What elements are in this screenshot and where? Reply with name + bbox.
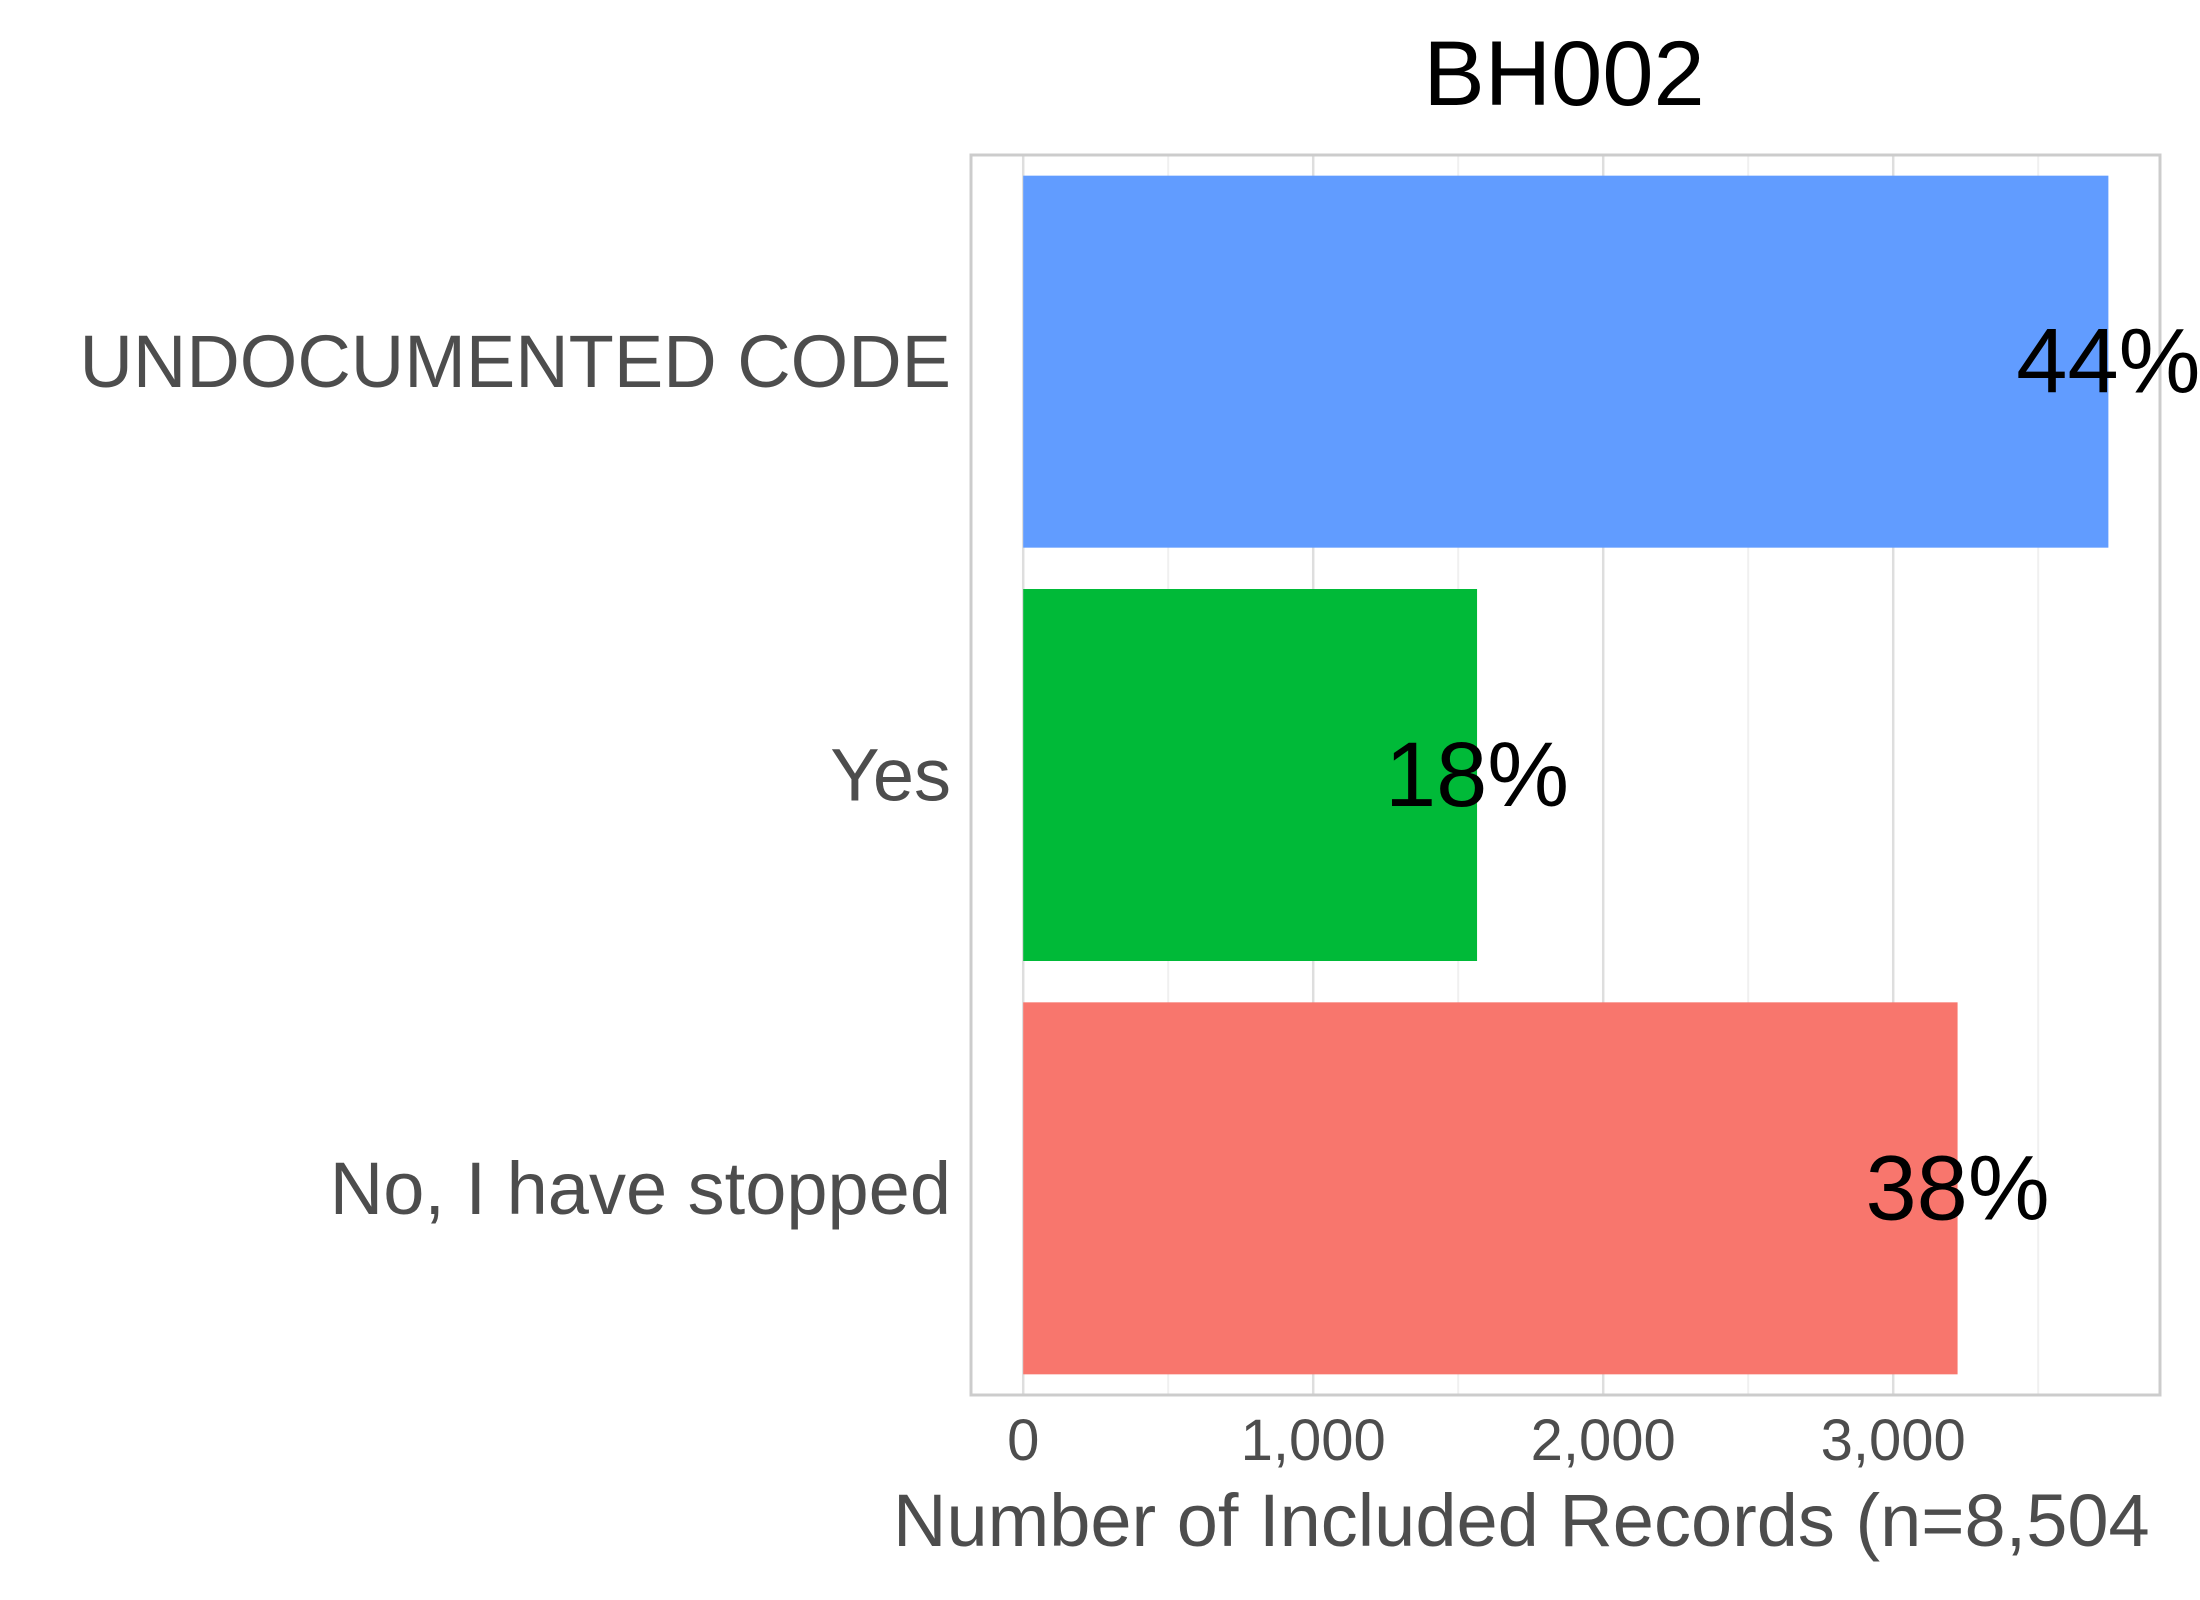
- x-tick-label: 3,000: [1821, 1408, 1966, 1473]
- bar: [1023, 589, 1478, 961]
- x-tick-labels: 0 1,000 2,000 3,000: [1007, 1408, 1966, 1473]
- x-axis-label: Number of Included Records (n=8,504: [893, 1479, 2150, 1562]
- category-labels: UNDOCUMENTED CODE Yes No, I have stopped: [79, 320, 951, 1230]
- category-label: No, I have stopped: [330, 1147, 951, 1230]
- x-tick-label: 1,000: [1241, 1408, 1386, 1473]
- chart-title: BH002: [1423, 23, 1704, 125]
- category-label: Yes: [830, 734, 951, 817]
- data-label: 44%: [2016, 311, 2200, 413]
- x-tick-label: 2,000: [1531, 1408, 1676, 1473]
- data-label: 18%: [1385, 724, 1569, 826]
- data-label: 38%: [1866, 1137, 2050, 1239]
- plot-panel-border: [969, 153, 2162, 1397]
- data-labels: 44% 18% 38%: [1385, 311, 2200, 1240]
- bar: [1023, 175, 2109, 548]
- bars: [1023, 175, 2109, 1375]
- category-label: UNDOCUMENTED CODE: [79, 320, 951, 403]
- bar: [1023, 1002, 1958, 1375]
- x-tick-label: 0: [1007, 1408, 1039, 1473]
